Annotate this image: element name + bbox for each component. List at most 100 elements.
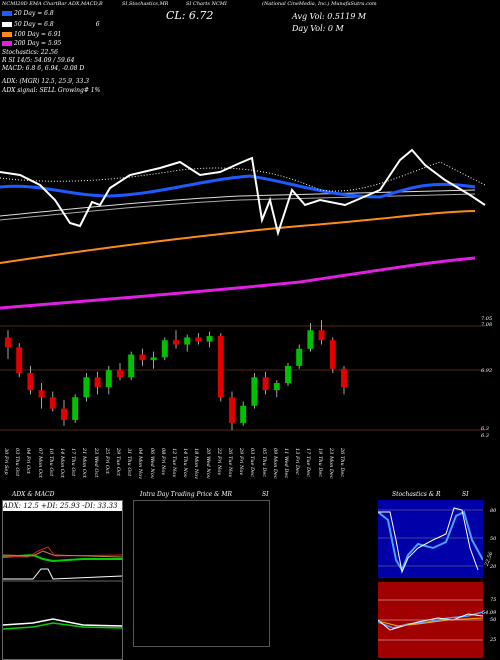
adx-signal-text: ADX signal: SELL Growing# 1% [2,87,101,94]
candle-body [139,354,146,361]
candle-body [296,348,303,366]
candle-body [184,337,191,345]
macd-green-line [3,622,122,630]
day-volume: Day Vol: 0 M [292,24,344,33]
macd-white-line [3,618,122,627]
legend-ema50: 50 Day = 6.8 6 [2,21,100,28]
ema50-line-a [0,193,476,221]
stoch-panel-title: Stochastics & R [392,491,441,498]
date-label: 30 Fri Sep [3,448,9,475]
date-label: 03 Tue Dec [249,448,256,477]
header-mid2: SI Charts NCMI [186,1,227,7]
legend-value: 6 [95,21,100,28]
date-label: 13 Fri Dec [294,448,301,475]
date-label: 11 Wed Dec [283,448,289,479]
header-right: (National CineMedia, Inc.) MunafaSutra.c… [262,1,377,7]
date-label: 04 Mon Nov [137,448,144,480]
stoch-white-line [378,507,479,574]
candle-body [61,408,67,421]
date-label: 14 Thu Nov [182,448,189,478]
rsi-tick-75: 75 [490,597,497,603]
date-label: 05 Thu Dec [260,448,267,478]
ema50-line-b [0,189,476,217]
header-left: NCMI20D EMA ChartBar ADX,MACD,B [2,1,103,7]
date-label: 25 Fri Oct [103,448,110,474]
candle-body [262,377,269,391]
close-price: CL: 6.72 [166,9,214,22]
candle-body [173,340,179,345]
candle-body [117,370,123,378]
date-label: 17 Tue Dec [305,448,312,477]
price-label-b: 7.08 [481,322,493,328]
date-label: 14 Mon Oct [59,448,65,478]
price-line [0,148,486,237]
stoch-tick-50: 50 [490,536,497,542]
adx-panel-title: ADX & MACD [12,491,55,498]
mr-panel-si: SI [262,491,269,498]
ema20-line [0,174,476,199]
adx-box: ADX: 12.5 +DI: 25.93 -DI: 33.33 [3,501,122,511]
adx-panel: ADX: 12.5 +DI: 25.93 -DI: 33.33 [2,500,123,660]
rsi-lines [378,599,483,641]
candle-body [83,377,90,398]
candle-body [150,357,157,361]
candle-body [273,382,280,391]
date-label: 12 Tue Nov [171,448,177,478]
rsi-tick-25: 25 [490,637,497,643]
date-label: 07 Mon Oct [36,448,43,478]
date-label: 31 Thu Oct [126,448,133,477]
candle-body [5,337,11,348]
adx-white-line [3,568,122,580]
candle-body [94,377,101,388]
candle-body [307,330,314,349]
date-label: 20 Wed Nov [204,448,211,479]
price-label-e: 6.3 [481,433,489,439]
candle-body [128,354,135,378]
ema50-swatch [2,22,12,27]
legend-label: 200 Day = 5.95 [14,40,62,47]
date-label: 19 Thu Dec [316,448,323,478]
legend-label: 50 Day = 6.8 [14,21,54,28]
date-label: 21 Mon Oct [81,448,88,478]
candle-body [161,340,168,358]
avg-volume: Avg Vol: 0.5119 M [292,12,367,21]
stoch-panel-si: SI [462,491,469,498]
candle-body [72,397,79,421]
candle-body [27,373,34,391]
date-label: 23 Mon Dec [327,448,334,479]
candle-body [229,397,235,423]
ema20-swatch [2,11,12,16]
candle-body [16,347,23,374]
date-label: 18 Mon Nov [193,448,200,480]
rsi-text: R SI 14/5: 54.09 / 59.64 [2,57,75,64]
date-label: 23 Wed Oct [92,448,99,478]
legend-ema100: 100 Day = 6.91 [2,31,61,38]
rsi-white-line [378,613,483,631]
ema100-swatch [2,32,12,37]
price-label-a: 7.05 [481,316,493,322]
candle-chart [0,320,485,431]
date-label: 26 Thu Dec [339,448,345,478]
candle-body [341,368,347,388]
date-label: 10 Thu Oct [47,448,54,477]
date-label: 08 Fri Nov [159,448,166,476]
candle-body [206,335,213,342]
legend-label: 100 Day = 6.91 [14,31,62,38]
date-label: 29 Tue Oct [115,448,121,476]
candle-body [49,397,56,409]
date-label: 29 Fri Nov [238,448,245,476]
date-label: 17 Thu Oct [70,448,77,477]
rsi-panel [378,582,483,658]
date-label: 06 Wed Nov [148,448,155,479]
mr-panel-title: Intra Day Trading Price & MR [140,491,233,498]
legend-label: 20 Day = 6.8 [14,10,54,17]
rsi-orange-line [378,617,483,627]
candle-body [318,330,325,341]
candle-body [329,340,336,369]
stoch-panel [378,500,483,578]
date-label: 03 Thu Oct [14,448,21,477]
candle-body [285,365,291,383]
candle-body [38,390,45,398]
candle-body [240,405,247,423]
legend-ema200: 200 Day = 5.95 [2,40,61,47]
